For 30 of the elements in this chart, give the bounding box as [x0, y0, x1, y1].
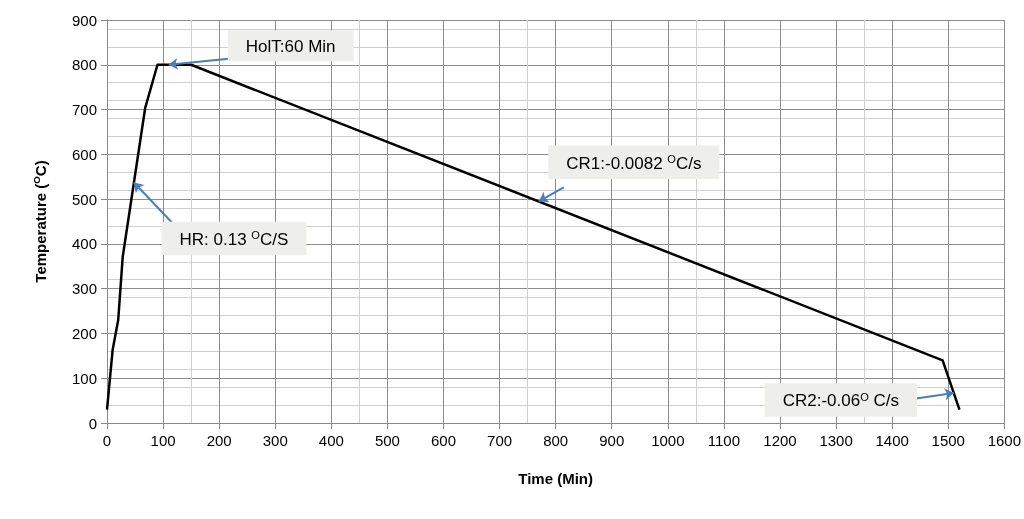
- y-tick-label: 600: [71, 145, 97, 163]
- x-tick-label: 1000: [651, 432, 685, 449]
- x-tick-label: 300: [262, 432, 288, 449]
- x-tick-label: 200: [206, 432, 232, 449]
- x-tick-label: 700: [487, 432, 513, 449]
- x-tick-label: 1200: [763, 432, 797, 449]
- y-tick-label: 800: [71, 56, 97, 74]
- x-tick-label: 1300: [819, 432, 853, 449]
- x-tick-label: 500: [374, 432, 400, 449]
- line-series: [105, 63, 961, 411]
- x-tick-label: 400: [318, 432, 344, 449]
- x-tick-label: 1600: [987, 432, 1021, 449]
- x-tick-label: 800: [543, 432, 569, 449]
- x-tick-label: 600: [430, 432, 457, 449]
- y-tick-label: 300: [71, 280, 97, 298]
- y-tick-label: 0: [88, 414, 97, 432]
- x-tick-label: 1400: [875, 432, 909, 449]
- y-tick-label: 900: [71, 11, 97, 29]
- x-tick-label: 900: [599, 432, 625, 449]
- y-tick-label: 500: [71, 190, 97, 208]
- annotation: HolT:60 Min: [245, 37, 336, 57]
- y-tick-label: 700: [71, 101, 97, 119]
- y-tick-label: 400: [71, 235, 97, 253]
- x-tick-label: 100: [150, 432, 176, 449]
- x-tick-label: 1500: [931, 432, 965, 449]
- x-axis-title: Time (Min): [518, 470, 594, 487]
- y-tick-label: 100: [71, 369, 97, 387]
- y-tick-label: 200: [71, 324, 97, 342]
- x-tick-label: 1100: [707, 432, 741, 449]
- x-tick-label: 0: [102, 432, 112, 449]
